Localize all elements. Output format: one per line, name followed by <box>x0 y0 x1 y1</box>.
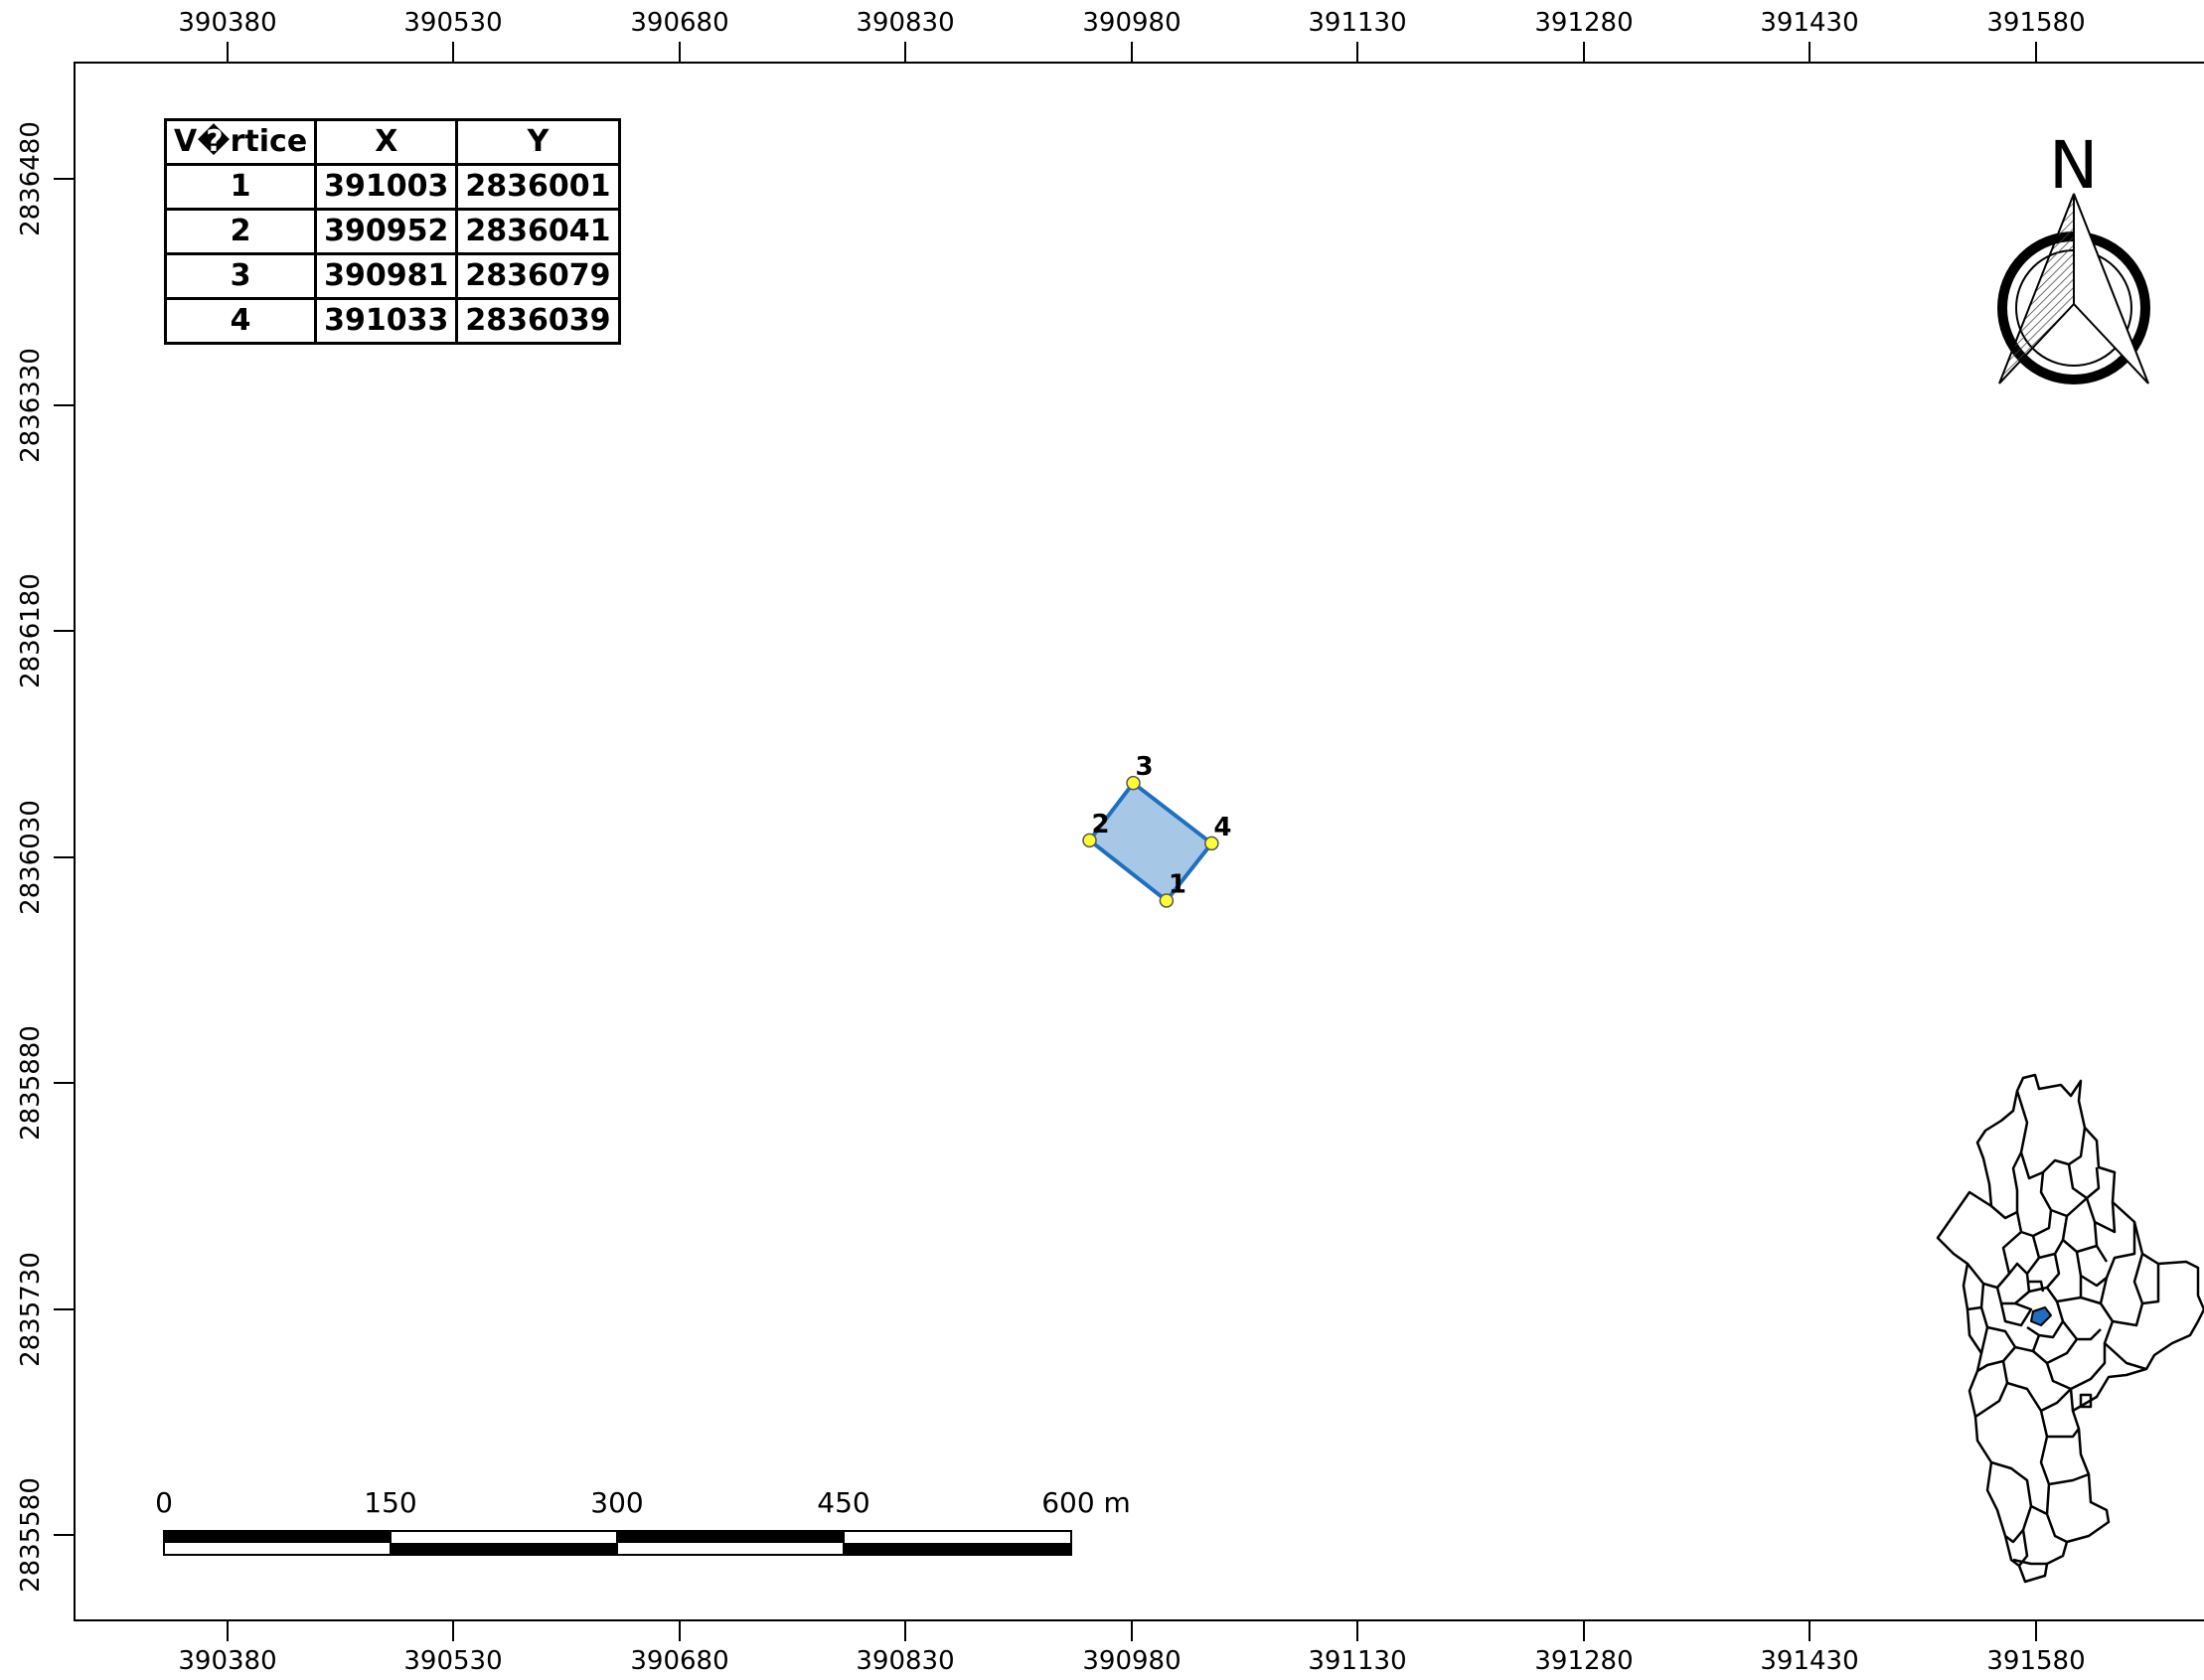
x-tick-label-top: 390530 <box>403 8 503 38</box>
table-cell: 2836079 <box>455 252 621 300</box>
x-tick-mark <box>1131 1621 1133 1641</box>
table-row: 2 390952 2836041 <box>163 208 621 255</box>
x-tick-label-bottom: 390680 <box>630 1646 729 1676</box>
x-tick-mark <box>2035 42 2037 62</box>
y-tick-mark <box>54 404 74 406</box>
locator-map <box>1936 1073 2204 1584</box>
x-tick-label-bottom: 390530 <box>403 1646 503 1676</box>
vertex-marker <box>1082 833 1097 848</box>
y-tick-mark <box>54 1534 74 1536</box>
x-tick-label-bottom: 391580 <box>1986 1646 2086 1676</box>
x-tick-mark <box>1131 42 1133 62</box>
x-tick-mark <box>904 42 906 62</box>
vertex-layer: 1 23 4 <box>1082 752 1231 908</box>
x-tick-label-top: 391580 <box>1986 8 2086 38</box>
north-arrow-label: N <box>2049 127 2099 204</box>
x-tick-label-bottom: 391130 <box>1308 1646 1407 1676</box>
table-header: V�rtice <box>163 118 318 166</box>
vertex-marker <box>1204 836 1219 851</box>
y-tick-mark <box>54 630 74 632</box>
locator-highlight-parcel <box>2030 1306 2052 1326</box>
north-arrow-icon <box>1997 193 2150 384</box>
x-tick-mark <box>1356 1621 1358 1641</box>
y-tick-mark <box>54 1308 74 1310</box>
x-tick-label-top: 391430 <box>1760 8 1859 38</box>
table-cell: 1 <box>163 163 318 211</box>
x-tick-label-bottom: 391430 <box>1760 1646 1859 1676</box>
scale-bar-segment <box>844 1543 1071 1555</box>
table-row: 1 391003 2836001 <box>163 163 621 211</box>
table-cell: 390981 <box>314 252 459 300</box>
x-tick-mark <box>1583 42 1585 62</box>
parcel-polygon <box>1087 781 1214 903</box>
x-tick-mark <box>227 1621 229 1641</box>
vertex-label: 3 <box>1136 752 1154 782</box>
vertex-coordinate-table: V�rtice X Y 1 391003 2836001 2 390952 28… <box>163 118 621 345</box>
x-tick-label-bottom: 391280 <box>1534 1646 1634 1676</box>
map-frame <box>74 62 2204 1621</box>
x-tick-mark <box>679 1621 681 1641</box>
vertex-label: 2 <box>1092 810 1110 840</box>
table-header-row: V�rtice X Y <box>163 118 621 166</box>
scale-bar <box>163 1530 1072 1556</box>
table-row: 4 391033 2836039 <box>163 297 621 345</box>
x-tick-label-top: 390380 <box>178 8 277 38</box>
x-tick-label-bottom: 390980 <box>1082 1646 1181 1676</box>
scale-bar-label: 0 <box>155 1486 173 1519</box>
scale-bar-segment <box>391 1543 617 1555</box>
y-tick-mark <box>54 856 74 858</box>
table-cell: 4 <box>163 297 318 345</box>
x-tick-mark <box>904 1621 906 1641</box>
table-cell: 2836039 <box>455 297 621 345</box>
x-tick-mark <box>1583 1621 1585 1641</box>
x-tick-label-top: 391130 <box>1308 8 1407 38</box>
x-tick-mark <box>227 42 229 62</box>
x-tick-mark <box>2035 1621 2037 1641</box>
table-header: Y <box>455 118 621 166</box>
table-cell: 2836041 <box>455 208 621 255</box>
x-tick-label-top: 391280 <box>1534 8 1634 38</box>
vertex-marker <box>1159 893 1175 908</box>
table-cell: 2 <box>163 208 318 255</box>
table-cell: 391003 <box>314 163 459 211</box>
table-cell: 390952 <box>314 208 459 255</box>
x-tick-mark <box>679 42 681 62</box>
x-tick-mark <box>452 1621 454 1641</box>
vertex-label: 1 <box>1169 869 1186 899</box>
x-tick-label-bottom: 390380 <box>178 1646 277 1676</box>
x-tick-mark <box>1809 1621 1810 1641</box>
x-tick-label-top: 390830 <box>856 8 955 38</box>
table-cell: 3 <box>163 252 318 300</box>
x-tick-label-top: 390680 <box>630 8 729 38</box>
scale-bar-label: 300 <box>590 1486 644 1519</box>
table-cell: 391033 <box>314 297 459 345</box>
scale-bar-label: 150 <box>364 1486 417 1519</box>
scale-bar-segment <box>164 1531 391 1543</box>
scale-bar-segment <box>617 1531 844 1543</box>
y-tick-mark <box>54 178 74 180</box>
locator-outline <box>1936 1073 2204 1584</box>
x-tick-label-bottom: 390830 <box>856 1646 955 1676</box>
x-tick-mark <box>1356 42 1358 62</box>
table-row: 3 390981 2836079 <box>163 252 621 300</box>
scale-bar-label: 450 <box>817 1486 870 1519</box>
table-cell: 2836001 <box>455 163 621 211</box>
table-header: X <box>314 118 459 166</box>
x-tick-mark <box>1809 42 1810 62</box>
vertex-marker <box>1126 775 1141 791</box>
y-tick-mark <box>54 1082 74 1084</box>
x-tick-label-top: 390980 <box>1082 8 1181 38</box>
scale-bar-label: 600 m <box>1041 1486 1131 1519</box>
x-tick-mark <box>452 42 454 62</box>
vertex-label: 4 <box>1213 813 1231 842</box>
